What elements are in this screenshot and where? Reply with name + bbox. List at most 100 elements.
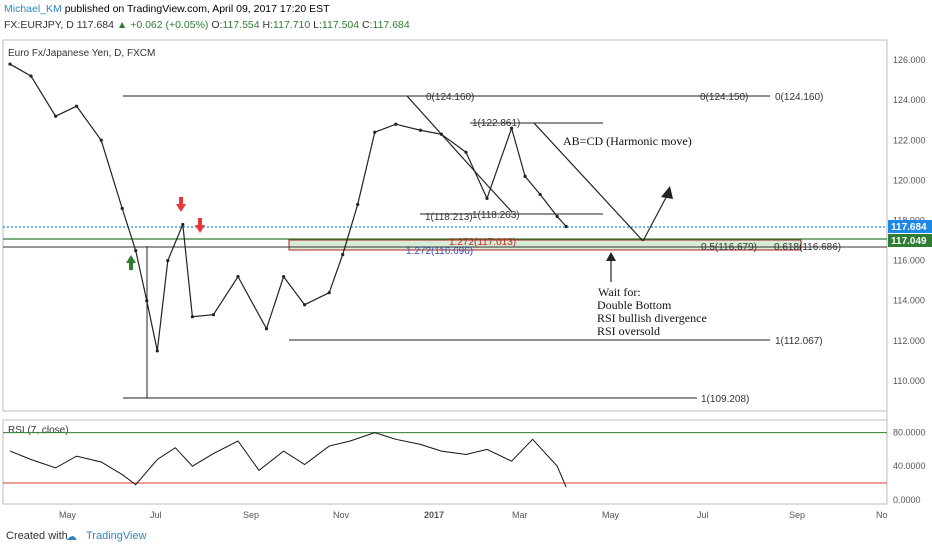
price-axis: 126.000124.000122.000120.000118.000116.0… (893, 55, 926, 505)
footer: Created with ☁ TradingView (0, 524, 932, 550)
fib-label-f1272-b: 1.272(116.696) (406, 246, 473, 257)
time-axis-tick: May (602, 510, 620, 520)
rsi-axis-tick: 80.0000 (893, 428, 926, 438)
price-point (75, 104, 79, 108)
projection-arrow[interactable] (642, 189, 671, 242)
time-axis-tick: Nov (333, 510, 350, 520)
fib-labels: 0(124.160) 0(124.150) 0(124.160) 1(122.8… (406, 92, 841, 405)
level-tag-bg (888, 234, 932, 247)
low-label: L: (313, 19, 322, 31)
last-price: 117.684 (76, 19, 114, 31)
price-point (327, 291, 331, 295)
close-value: 117.684 (372, 19, 410, 31)
time-axis-tick: No (876, 510, 888, 520)
rsi-series-line (9, 432, 567, 488)
price-point (166, 258, 170, 263)
fib-label-f0-mid: 0(124.150) (700, 92, 748, 103)
price-point (538, 192, 542, 197)
published-text: published on TradingView.com, April 09, … (64, 3, 330, 15)
price-point (155, 349, 159, 353)
up-arrow-icon (606, 252, 616, 261)
open-label: O: (211, 19, 223, 31)
annotation-rsi-divergence: RSI bullish divergence (597, 311, 707, 325)
price-point (555, 214, 559, 219)
time-axis-tick: Jul (697, 510, 709, 520)
price-point (394, 122, 398, 126)
fib-label-low-2: 1(109.208) (701, 394, 749, 405)
high-value: 117.710 (273, 19, 311, 31)
price-point (439, 132, 443, 136)
price-point (464, 150, 468, 154)
rsi-axis-tick: 40.0000 (893, 461, 926, 471)
price-point (373, 130, 377, 134)
annotations: AB=CD (Harmonic move) Wait for: Double B… (563, 134, 707, 338)
price-point (510, 126, 514, 130)
price-point (134, 248, 138, 253)
rsi-levels (3, 432, 887, 484)
price-point (418, 128, 422, 132)
author-link[interactable]: Michael_KM (4, 3, 62, 15)
price-tag: 117.684 (891, 222, 927, 233)
price-point (282, 275, 286, 279)
price-point (356, 202, 360, 207)
chart-canvas[interactable]: Euro Fx/Japanese Yen, D, FXCM RSI (7, cl… (0, 34, 932, 524)
time-axis-tick: Mar (512, 510, 528, 520)
red-arrow-down-icon-2 (195, 225, 205, 233)
time-axis-tick: 2017 (424, 510, 444, 520)
abcd-leg-b[interactable] (487, 185, 513, 213)
green-arrow-up-icon (126, 255, 136, 263)
price-point (120, 206, 124, 211)
price-axis-tick: 116.000 (893, 256, 925, 266)
price-point (190, 315, 194, 319)
level-tag: 117.049 (891, 236, 927, 247)
price-axis-tick: 114.000 (893, 296, 925, 306)
price-point (29, 74, 33, 78)
red-arrow-stem-1 (179, 197, 183, 205)
rsi-axis-tick: 0.0000 (893, 495, 921, 505)
price-axis-tick: 126.000 (893, 55, 926, 65)
created-with-text: Created with (6, 530, 68, 542)
fib-label-f1-c: 1(118.263) (472, 210, 520, 221)
price-point (54, 114, 58, 118)
tradingview-link[interactable]: TradingView (86, 530, 147, 542)
price-axis-tick: 124.000 (893, 95, 926, 105)
high-label: H: (262, 19, 274, 31)
price-point (145, 299, 149, 303)
time-axis-tick: May (59, 510, 77, 520)
price-point (236, 275, 240, 279)
support-zone[interactable] (288, 239, 802, 251)
price-point (303, 303, 307, 307)
fib-label-f1-a: 1(122.861) (472, 118, 520, 129)
time-axis-tick: Sep (243, 510, 259, 520)
symbol-info: FX:EURJPY, D 117.684 ▲ +0.062 (+0.05%) O… (4, 19, 410, 31)
drawing-tools (3, 95, 887, 399)
price-point (523, 174, 527, 178)
fib-label-f0-right: 0(124.160) (775, 92, 823, 103)
price-point (564, 224, 568, 229)
annotation-double-bottom: Double Bottom (597, 298, 672, 312)
green-arrow-stem (129, 262, 133, 270)
time-axis-tick: Sep (789, 510, 805, 520)
price-point (181, 222, 185, 227)
price-points (8, 62, 568, 353)
open-value: 117.554 (222, 19, 260, 31)
fib-label-low-1: 1(112.067) (775, 336, 823, 347)
low-value: 117.504 (321, 19, 360, 31)
price-pane-title: Euro Fx/Japanese Yen, D, FXCM (8, 48, 155, 59)
rsi-pane-title: RSI (7, close) (8, 425, 69, 436)
price-axis-tick: 120.000 (893, 175, 926, 185)
chart-header: Michael_KM published on TradingView.com,… (0, 0, 932, 34)
price-change: +0.062 (+0.05%) (130, 19, 209, 31)
red-arrow-stem-2 (198, 218, 202, 226)
price-point (264, 327, 269, 331)
price-point (341, 252, 345, 257)
abcd-leg-c[interactable] (533, 122, 644, 242)
publish-info: Michael_KM published on TradingView.com,… (4, 3, 330, 15)
fib-label-f0-left: 0(124.160) (426, 92, 474, 103)
fib-label-f1-b: 1(118.213) (425, 212, 473, 223)
symbol: FX:EURJPY, D (4, 19, 74, 31)
fib-label-f05: 0.5(116.679) (701, 242, 757, 253)
up-arrow-icon: ▲ (116, 19, 128, 31)
annotation-rsi-oversold: RSI oversold (597, 324, 660, 338)
fib-label-f1272-a: 1.272(117.013) (449, 237, 516, 248)
